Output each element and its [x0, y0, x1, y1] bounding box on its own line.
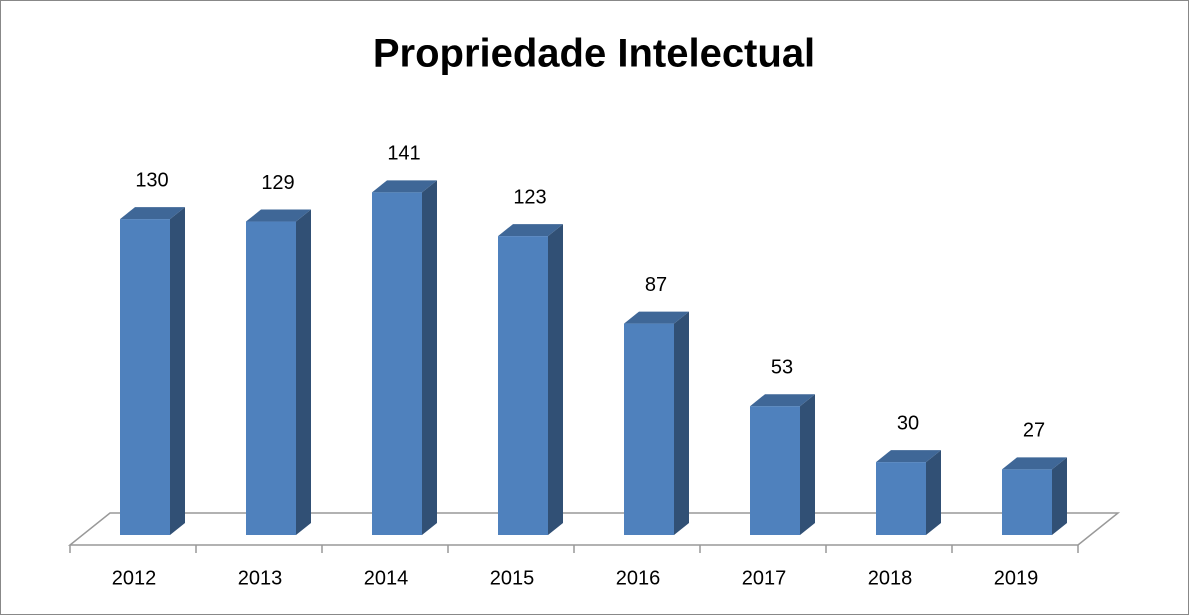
data-label: 53: [771, 356, 793, 378]
bar-front: [498, 236, 548, 536]
data-label: 30: [897, 412, 919, 434]
bar: [876, 450, 941, 535]
bar: [120, 207, 185, 535]
bar: [624, 311, 689, 535]
x-tick-label: 2013: [238, 567, 283, 589]
bar-top: [876, 450, 941, 463]
x-tick-label: 2019: [994, 567, 1039, 589]
bar-front: [876, 462, 926, 535]
bar-front: [120, 219, 170, 535]
bar: [498, 224, 563, 536]
bar-front: [246, 221, 296, 535]
x-tick-label: 2017: [742, 567, 787, 589]
x-tick-label: 2012: [112, 567, 157, 589]
data-label: 123: [513, 186, 546, 208]
bar-top: [498, 224, 563, 237]
chart-title: Propriedade Intelectual: [373, 32, 815, 76]
bar: [246, 209, 311, 535]
bar-side: [296, 209, 311, 535]
data-label: 141: [387, 143, 420, 165]
bar-front: [750, 406, 800, 535]
data-label: 130: [135, 169, 168, 191]
bar: [372, 180, 437, 535]
bar-side: [926, 450, 941, 535]
data-label: 87: [645, 274, 667, 296]
floor: [67, 512, 1121, 546]
bar-side: [422, 180, 437, 535]
bar-side: [1052, 457, 1067, 535]
bar-top: [750, 394, 815, 407]
x-tick-label: 2014: [364, 567, 409, 589]
bar-top: [1002, 457, 1067, 470]
bar-side: [674, 311, 689, 535]
bar-top: [372, 180, 437, 193]
x-tick-label: 2016: [616, 567, 661, 589]
bar-top: [246, 209, 311, 222]
x-tick-label: 2018: [868, 567, 913, 589]
bar-top: [120, 207, 185, 220]
bar-side: [170, 207, 185, 535]
x-tick-label: 2015: [490, 567, 535, 589]
bar-front: [624, 323, 674, 535]
bar: [750, 394, 815, 535]
data-label: 129: [261, 172, 294, 194]
data-label: 27: [1023, 420, 1045, 442]
bar-top: [624, 311, 689, 324]
bar: [1002, 457, 1067, 535]
bar-front: [372, 192, 422, 535]
bar-side: [800, 394, 815, 535]
bar-front: [1002, 469, 1052, 535]
bar-side: [548, 224, 563, 536]
